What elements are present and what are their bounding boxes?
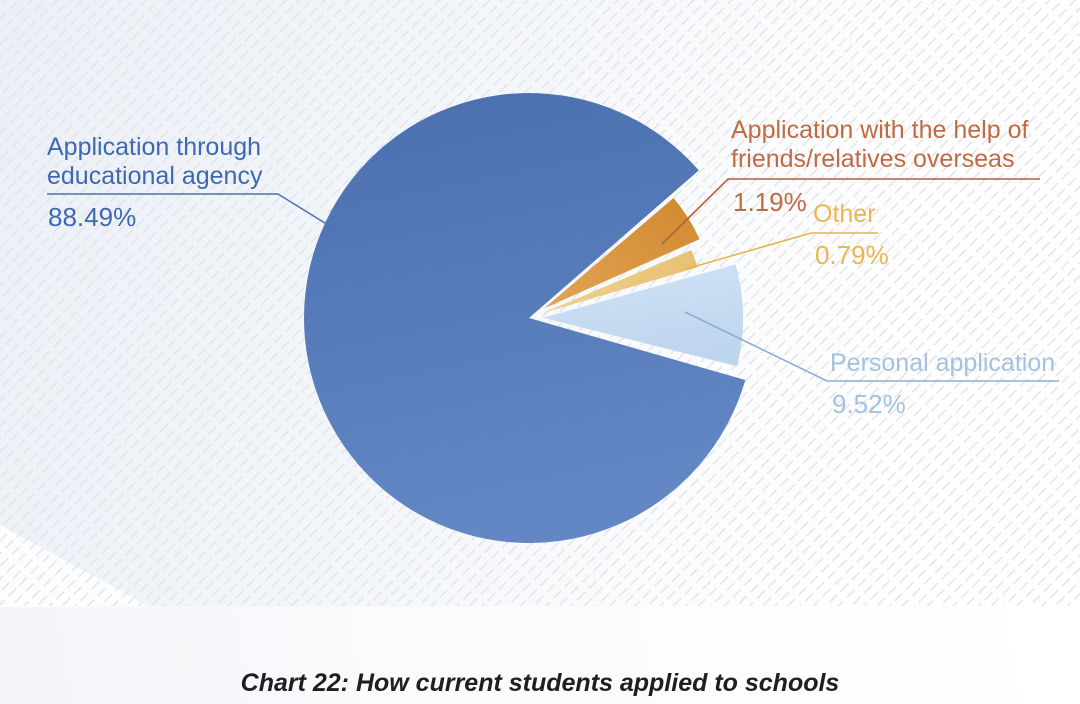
leader-line-other	[685, 232, 878, 270]
label-line: Other	[813, 200, 876, 228]
callout-personal-value: 9.52%	[832, 389, 906, 419]
leader-line-friends-relatives	[661, 178, 1040, 245]
pie-slices-group	[304, 93, 746, 544]
chart-caption: Chart 22: How current students applied t…	[240, 669, 840, 697]
pie-slice-personal	[543, 264, 744, 367]
callout-educational-agency-value: 88.49%	[48, 202, 137, 232]
leader-line-educational-agency	[47, 193, 334, 229]
callout-friends-relatives-label: Application with the help of friends/rel…	[731, 116, 1028, 174]
callout-personal-label: Personal application	[830, 349, 1055, 378]
label-line: Personal application	[830, 349, 1056, 377]
pie-slice-other	[542, 250, 698, 314]
callout-friends-relatives-value: 1.19%	[733, 187, 807, 217]
pie-slice-friends-relatives	[544, 198, 700, 309]
label-line: friends/relatives overseas	[731, 145, 1015, 173]
callout-educational-agency-label: Application through educational agency	[47, 133, 262, 191]
leader-lines-group	[47, 178, 1059, 382]
label-line: Application through	[47, 133, 262, 161]
label-line: Application with the help of	[731, 116, 1029, 144]
leader-line-personal	[684, 311, 1059, 382]
bottom-strip-background	[0, 606, 1080, 704]
label-line: educational agency	[47, 162, 263, 190]
callout-other-label: Other	[813, 200, 876, 229]
callout-other-value: 0.79%	[815, 240, 889, 270]
pie-slice-educational-agency	[304, 93, 746, 544]
